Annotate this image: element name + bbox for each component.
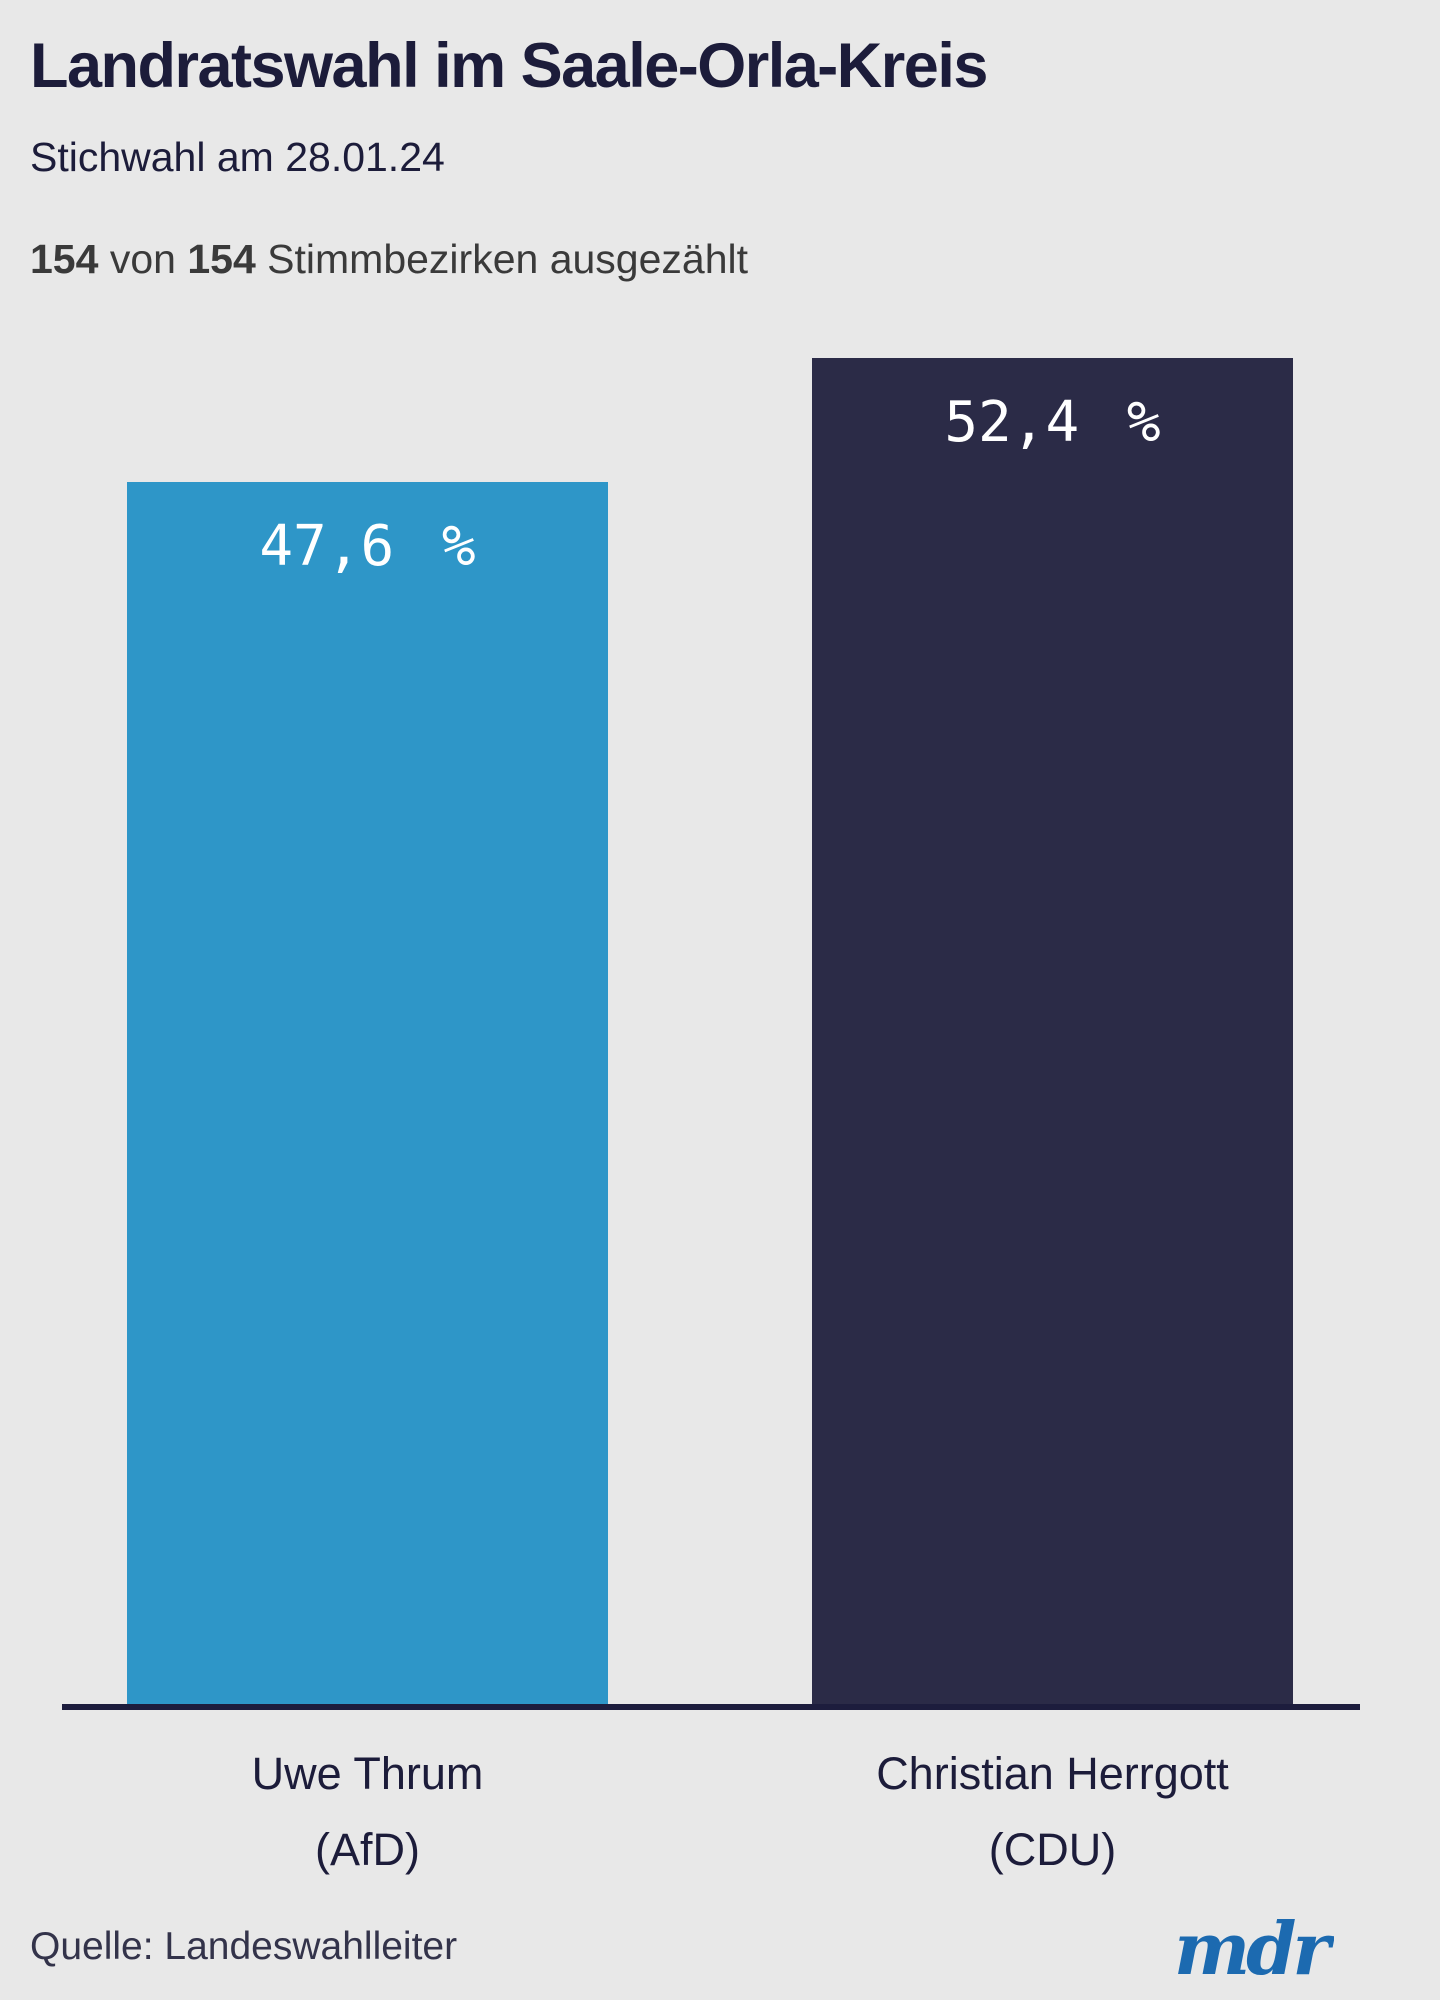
mdr-logo: mdr [1174, 1908, 1334, 1991]
bar-christian-herrgott-cdu: 52,4 % [812, 358, 1293, 1707]
value-label-afd: 47,6 % [259, 514, 476, 579]
candidate-name-afd: Uwe Thrum [251, 1748, 484, 1799]
source-credit: Quelle: Landeswahlleiter [30, 1925, 458, 1968]
value-label-cdu: 52,4 % [944, 390, 1161, 455]
x-axis-line [62, 1704, 1360, 1710]
status-suffix: Stimmbezirken ausgezählt [267, 236, 749, 282]
page-title: Landratswahl im Saale-Orla-Kreis [30, 31, 988, 101]
category-label-afd: Uwe Thrum (AfD) [127, 1736, 608, 1888]
total-districts: 154 [187, 236, 256, 282]
category-label-cdu: Christian Herrgott (CDU) [812, 1736, 1293, 1888]
status-connector: von [109, 236, 176, 282]
counted-districts: 154 [30, 236, 99, 282]
counting-status: 154 von 154 Stimmbezirken ausgezählt [30, 236, 748, 283]
candidate-party-afd: (AfD) [315, 1824, 420, 1875]
mdr-logo-text: mdr [1174, 1908, 1334, 1991]
bar-uwe-thrum-afd: 47,6 % [127, 482, 608, 1707]
candidate-name-cdu: Christian Herrgott [876, 1748, 1229, 1799]
candidate-party-cdu: (CDU) [988, 1824, 1117, 1875]
chart-subtitle: Stichwahl am 28.01.24 [30, 134, 445, 180]
